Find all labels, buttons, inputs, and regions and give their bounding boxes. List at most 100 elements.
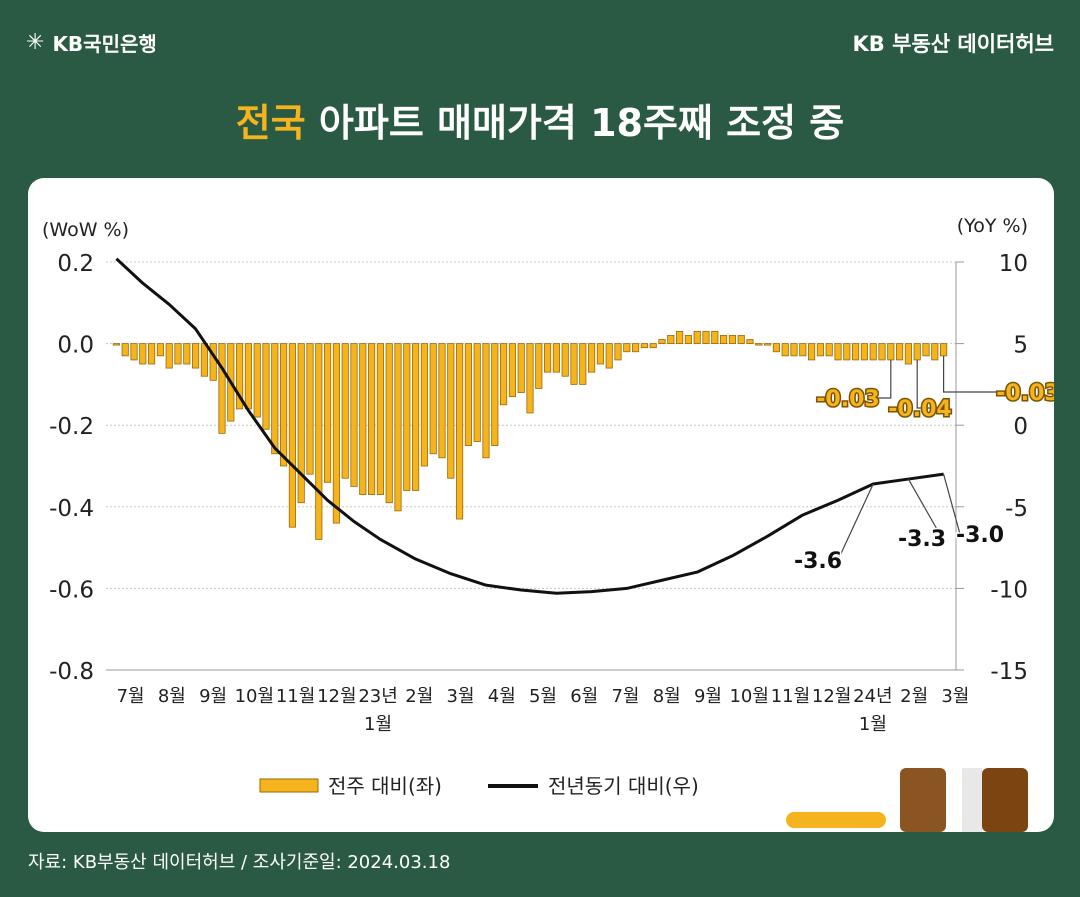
wow-bar xyxy=(420,343,428,467)
wow-bar xyxy=(561,343,569,377)
source-note: 자료: KB부동산 데이터허브 / 조사기준일: 2024.03.18 xyxy=(28,852,451,873)
wow-bar xyxy=(508,343,516,398)
wow-bar xyxy=(816,343,824,357)
axes: 0.2 0.0 -0.2 -0.4 -0.6 -0.8 10 5 0 -5 -10 -15 (WoW %… xyxy=(42,215,1028,735)
right-axis-unit: (YoY %) xyxy=(957,215,1028,237)
wow-bar xyxy=(878,343,886,361)
x-tick-label: 11월 xyxy=(276,686,315,707)
x-tick-label: 6월 xyxy=(570,686,598,707)
wow-bar xyxy=(473,343,481,442)
wow-bar xyxy=(121,343,129,357)
legend: 전주 대비(좌) 전년동기 대비(우) xyxy=(259,774,699,798)
wow-bar xyxy=(904,343,912,365)
wow-bar xyxy=(482,343,490,459)
wow-bar xyxy=(438,343,446,459)
x-tick-label: 2월 xyxy=(900,686,928,707)
wow-bar xyxy=(324,343,332,483)
bar-annotation-label: -0.04 xyxy=(888,397,951,422)
wow-bar xyxy=(588,343,596,373)
wow-bar xyxy=(702,330,710,345)
right-tick-label: 0 xyxy=(1013,414,1028,440)
wow-bar xyxy=(315,343,323,540)
wow-bar xyxy=(676,330,684,345)
x-tick-label: 7월 xyxy=(117,686,145,707)
data-hub-label: KB 부동산 데이터허브 xyxy=(852,32,1054,56)
chart-card: 0.2 0.0 -0.2 -0.4 -0.6 -0.8 10 5 0 -5 -10 -15 (WoW %… xyxy=(28,178,1061,832)
wow-bar xyxy=(288,343,296,528)
wow-bar xyxy=(456,343,464,520)
x-tick-sublabel: 1월 xyxy=(859,714,887,735)
wow-bar xyxy=(869,343,877,361)
annotation-leader xyxy=(943,474,961,535)
wow-bar xyxy=(535,343,543,389)
title-highlight: 전국 xyxy=(235,101,306,145)
wow-bar xyxy=(244,343,252,410)
wow-bar xyxy=(922,343,930,357)
legend-line-label: 전년동기 대비(우) xyxy=(548,774,699,798)
wow-bar xyxy=(605,343,613,369)
wow-bar xyxy=(332,343,340,524)
left-tick-label: -0.4 xyxy=(49,496,94,522)
wow-bar xyxy=(165,343,173,369)
wow-bar xyxy=(271,343,279,455)
bar-annotation-label: -0.03 xyxy=(996,381,1054,406)
wow-bar xyxy=(262,343,270,430)
wow-bar xyxy=(746,339,754,345)
legend-bar-label: 전주 대비(좌) xyxy=(328,774,442,798)
x-tick-label: 8월 xyxy=(653,686,681,707)
wow-bar xyxy=(552,343,560,373)
wow-bar xyxy=(667,335,675,345)
wow-bar xyxy=(464,343,472,447)
x-tick-label: 11월 xyxy=(771,686,810,707)
wow-bar xyxy=(376,343,384,495)
wow-bar xyxy=(200,343,208,377)
wow-bar xyxy=(148,343,156,365)
right-tick-label: -10 xyxy=(990,577,1028,603)
right-tick-label: 10 xyxy=(999,251,1028,277)
wow-bar xyxy=(843,343,851,361)
wow-bar xyxy=(764,343,772,346)
decor-bar xyxy=(786,812,886,828)
left-axis-unit: (WoW %) xyxy=(42,219,129,241)
wow-bar xyxy=(623,343,631,353)
wow-bar xyxy=(887,343,895,361)
wow-bar xyxy=(649,343,657,349)
wow-bar xyxy=(350,343,358,487)
wow-bar xyxy=(236,343,244,410)
gridlines xyxy=(106,261,956,589)
x-tick-sublabel: 1월 xyxy=(364,714,392,735)
line-annotation-label: -3.6 xyxy=(794,549,842,574)
page-title: 전국 아파트 매매가격 18주째 조정 중 xyxy=(0,92,1080,147)
x-tick-label: 12월 xyxy=(317,686,356,707)
wow-bar xyxy=(394,343,402,512)
x-tick-label: 9월 xyxy=(199,686,227,707)
right-tick-label: 5 xyxy=(1013,333,1028,359)
line-annotation-label: -3.0 xyxy=(956,523,1004,548)
wow-bar xyxy=(112,343,120,346)
wow-bar xyxy=(596,343,604,365)
decor-block xyxy=(982,768,1028,832)
x-tick-label: 2월 xyxy=(405,686,433,707)
right-tick-label: -5 xyxy=(1005,496,1028,522)
left-tick-label: -0.6 xyxy=(49,577,94,603)
x-tick-label: 3월 xyxy=(447,686,475,707)
left-tick-label: 0.0 xyxy=(57,333,94,359)
x-tick-label: 8월 xyxy=(158,686,186,707)
decor-block xyxy=(962,768,982,832)
wow-bar xyxy=(192,343,200,369)
annotation-leader xyxy=(837,483,874,561)
wow-bar xyxy=(359,343,367,495)
wow-bar xyxy=(755,343,763,346)
decor-block xyxy=(900,768,946,832)
x-tick-label: 3월 xyxy=(941,686,969,707)
wow-bar xyxy=(711,330,719,345)
wow-bar xyxy=(253,343,261,418)
wow-bar xyxy=(640,343,648,349)
wow-bar xyxy=(341,343,349,479)
wow-bar xyxy=(825,343,833,357)
brand-name: KB국민은행 xyxy=(52,32,157,56)
wow-bar xyxy=(808,343,816,361)
left-tick-label: 0.2 xyxy=(57,251,94,277)
wow-bar xyxy=(940,343,948,357)
title-rest: 아파트 매매가격 18주째 조정 중 xyxy=(305,101,845,145)
